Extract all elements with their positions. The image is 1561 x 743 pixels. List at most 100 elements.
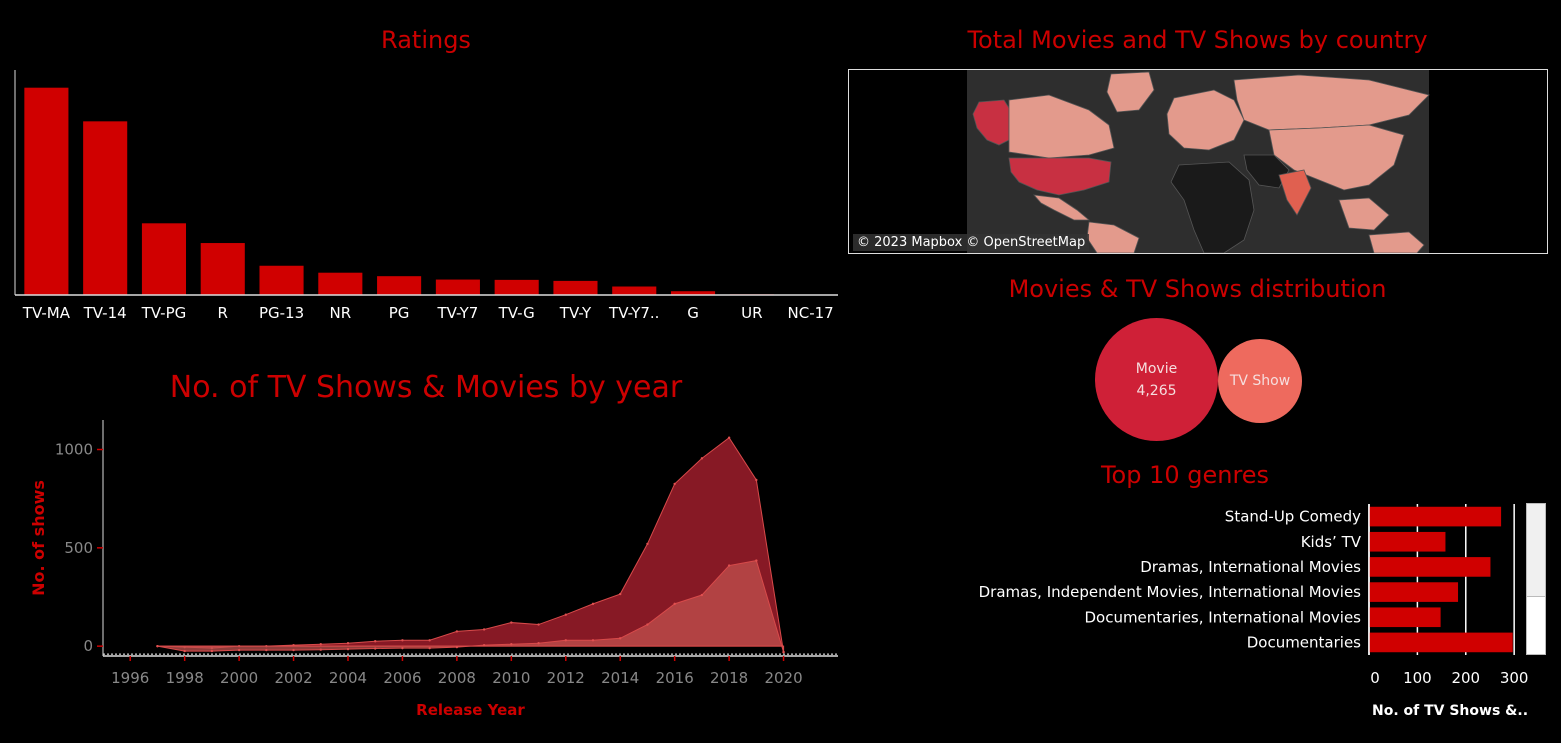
map-region-se-asia bbox=[1338, 197, 1390, 231]
year-area-point bbox=[455, 645, 459, 649]
genres-title: Top 10 genres bbox=[1100, 461, 1270, 489]
ratings-tick-label: NC-17 bbox=[788, 304, 834, 322]
ratings-tick-label: NR bbox=[329, 304, 351, 322]
year-chart-title: No. of TV Shows & Movies by year bbox=[169, 370, 683, 405]
year-x-tick-label: 2002 bbox=[274, 669, 312, 687]
ratings-chart: TV-MA TV-14 TV-PG R PG-13 NR PG TV-Y7 TV-G TV-Y TV… bbox=[14, 70, 838, 322]
year-area-point bbox=[619, 592, 622, 596]
year-area-point bbox=[591, 639, 595, 642]
genres-bar bbox=[1369, 531, 1446, 552]
year-area-point bbox=[646, 542, 649, 546]
genres-category-label: Kids’ TV bbox=[1301, 533, 1362, 551]
ratings-bar bbox=[435, 279, 480, 295]
ratings-bar bbox=[200, 243, 245, 295]
year-x-tick-label: 1996 bbox=[111, 669, 149, 687]
year-area-point bbox=[537, 623, 540, 626]
ratings-tick-label: TV-MA bbox=[22, 304, 71, 322]
ratings-bar bbox=[553, 280, 598, 295]
genres-bar bbox=[1369, 632, 1513, 653]
year-y-tick-label: 500 bbox=[64, 539, 93, 557]
movie-bubble-label: Movie bbox=[1135, 360, 1178, 377]
year-area-point bbox=[346, 642, 350, 645]
map-region-india bbox=[1278, 169, 1312, 216]
year-area-point bbox=[510, 621, 513, 624]
year-area-point bbox=[237, 648, 241, 652]
year-area-point bbox=[428, 646, 431, 650]
year-area-point bbox=[265, 648, 268, 652]
year-area-point bbox=[673, 482, 676, 486]
year-x-tick-label: 2008 bbox=[438, 669, 476, 687]
genres-category-label: Documentaries, International Movies bbox=[1084, 608, 1361, 626]
genres-chart: Stand-Up Comedy Kids’ TV Dramas, Internati… bbox=[979, 504, 1529, 719]
ratings-bar bbox=[670, 291, 716, 295]
year-x-axis-title: Release Year bbox=[416, 701, 525, 719]
ratings-tick-label: TV-Y bbox=[559, 304, 592, 322]
genres-x-tick-label: 100 bbox=[1403, 669, 1432, 687]
ratings-tick-label: PG bbox=[389, 304, 410, 322]
year-area-point bbox=[700, 457, 704, 460]
year-y-tick-label: 0 bbox=[83, 637, 93, 655]
year-area-point bbox=[183, 649, 186, 653]
year-area-point bbox=[482, 628, 486, 631]
ratings-tick-label: G bbox=[687, 304, 699, 322]
ratings-title: Ratings bbox=[381, 26, 471, 54]
map-region-australia bbox=[1368, 231, 1425, 253]
year-area-point bbox=[727, 564, 731, 567]
year-x-tick-label: 2012 bbox=[547, 669, 585, 687]
genres-category-label: Dramas, Independent Movies, Internationa… bbox=[979, 583, 1362, 601]
genres-bar bbox=[1369, 506, 1502, 527]
map-region-canada bbox=[1008, 94, 1115, 159]
genres-bar bbox=[1369, 607, 1441, 628]
year-area-point bbox=[156, 644, 159, 648]
year-x-tick-label: 1998 bbox=[166, 669, 204, 687]
ratings-bar bbox=[259, 265, 304, 295]
year-area-point bbox=[782, 650, 785, 654]
year-area-point bbox=[401, 646, 404, 650]
year-x-tick-label: 2020 bbox=[764, 669, 802, 687]
year-area-point bbox=[374, 647, 377, 650]
map-region-greenland bbox=[1106, 71, 1155, 113]
genres-scrollbar[interactable] bbox=[1526, 503, 1546, 655]
year-x-tick-label: 2010 bbox=[492, 669, 530, 687]
year-area-point bbox=[564, 613, 567, 616]
year-area-point bbox=[401, 639, 404, 642]
year-x-tick-label: 2000 bbox=[220, 669, 258, 687]
genres-scrollbar-thumb[interactable] bbox=[1527, 504, 1545, 597]
map-region-africa bbox=[1170, 161, 1255, 253]
ratings-bar bbox=[83, 121, 128, 295]
year-area-point bbox=[755, 559, 758, 562]
ratings-bar bbox=[318, 272, 363, 295]
year-y-axis-title: No. of shows bbox=[29, 480, 48, 596]
ratings-tick-label: TV-PG bbox=[141, 304, 187, 322]
movie-bubble-value: 4,265 bbox=[1136, 382, 1177, 399]
ratings-tick-label: TV-Y7 bbox=[436, 304, 478, 322]
movie-bubble[interactable]: Movie 4,265 bbox=[1095, 318, 1218, 441]
ratings-bar bbox=[494, 279, 539, 295]
tv-show-bubble-label: TV Show bbox=[1229, 373, 1291, 389]
country-map[interactable]: © 2023 Mapbox © OpenStreetMap bbox=[848, 69, 1548, 254]
genres-x-tick-label: 300 bbox=[1500, 669, 1529, 687]
map-region-usa bbox=[1008, 157, 1112, 196]
year-area-series-1 bbox=[157, 560, 785, 653]
year-area-point bbox=[727, 436, 731, 439]
genres-bar bbox=[1369, 582, 1459, 602]
ratings-tick-label: UR bbox=[741, 304, 762, 322]
map-credit: © 2023 Mapbox © OpenStreetMap bbox=[853, 234, 1090, 251]
map-region-alaska bbox=[972, 99, 1010, 146]
ratings-tick-label: TV-G bbox=[498, 304, 535, 322]
year-area-point bbox=[482, 643, 486, 647]
year-area-point bbox=[510, 643, 513, 646]
year-area-point bbox=[346, 647, 350, 651]
tv-show-bubble[interactable]: TV Show bbox=[1218, 339, 1302, 423]
map-region-europe bbox=[1166, 89, 1245, 151]
world-map bbox=[967, 70, 1430, 253]
year-area-point bbox=[455, 630, 459, 633]
ratings-bar bbox=[141, 223, 187, 295]
genres-x-tick-label: 200 bbox=[1451, 669, 1480, 687]
year-x-tick-label: 2014 bbox=[601, 669, 639, 687]
year-area-point bbox=[374, 640, 377, 643]
year-area-point bbox=[319, 648, 322, 651]
year-area-point bbox=[619, 637, 622, 640]
year-x-tick-label: 2016 bbox=[656, 669, 694, 687]
ratings-bar bbox=[24, 87, 69, 296]
